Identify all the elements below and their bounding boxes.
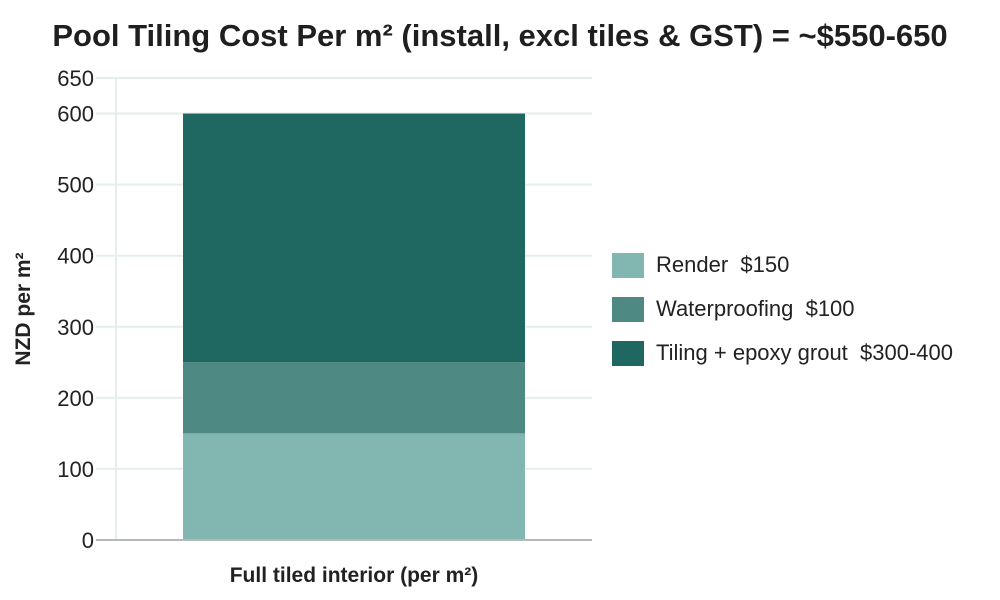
legend-label: Waterproofing $100: [656, 296, 855, 321]
chart-title: Pool Tiling Cost Per m² (install, excl t…: [52, 18, 948, 53]
legend-item-waterproofing: Waterproofing $100: [612, 296, 953, 322]
y-tick-label-500: 500: [57, 173, 94, 198]
y-tick-label-600: 600: [57, 102, 94, 127]
y-tick-label-300: 300: [57, 315, 94, 340]
bars: [183, 113, 525, 540]
y-axis-label: NZD per m²: [12, 252, 35, 365]
legend-swatch: [612, 296, 644, 322]
bar-segment-render: [183, 433, 525, 540]
legend-swatch: [612, 340, 644, 366]
y-tick-label-0: 0: [82, 528, 94, 553]
y-tick-label-200: 200: [57, 386, 94, 411]
bar-segment-tiling-epoxy-grout: [183, 113, 525, 363]
legend-item-tiling-epoxy-grout: Tiling + epoxy grout $300-400: [612, 340, 953, 366]
legend-label: Render $150: [656, 252, 790, 277]
legend-label: Tiling + epoxy grout $300-400: [656, 340, 953, 365]
legend-swatch: [612, 252, 644, 278]
y-tick-label-100: 100: [57, 457, 94, 482]
bar-segment-waterproofing: [183, 362, 525, 434]
y-tick-label-400: 400: [57, 244, 94, 269]
legend-item-render: Render $150: [612, 252, 953, 278]
y-tick-label-650: 650: [57, 66, 94, 91]
axes: 0 100 200 300 400 500 600 650: [57, 66, 592, 553]
x-axis-label: Full tiled interior (per m²): [230, 564, 479, 587]
legend: Render $150 Waterproofing $100 Tiling + ep…: [612, 252, 953, 384]
